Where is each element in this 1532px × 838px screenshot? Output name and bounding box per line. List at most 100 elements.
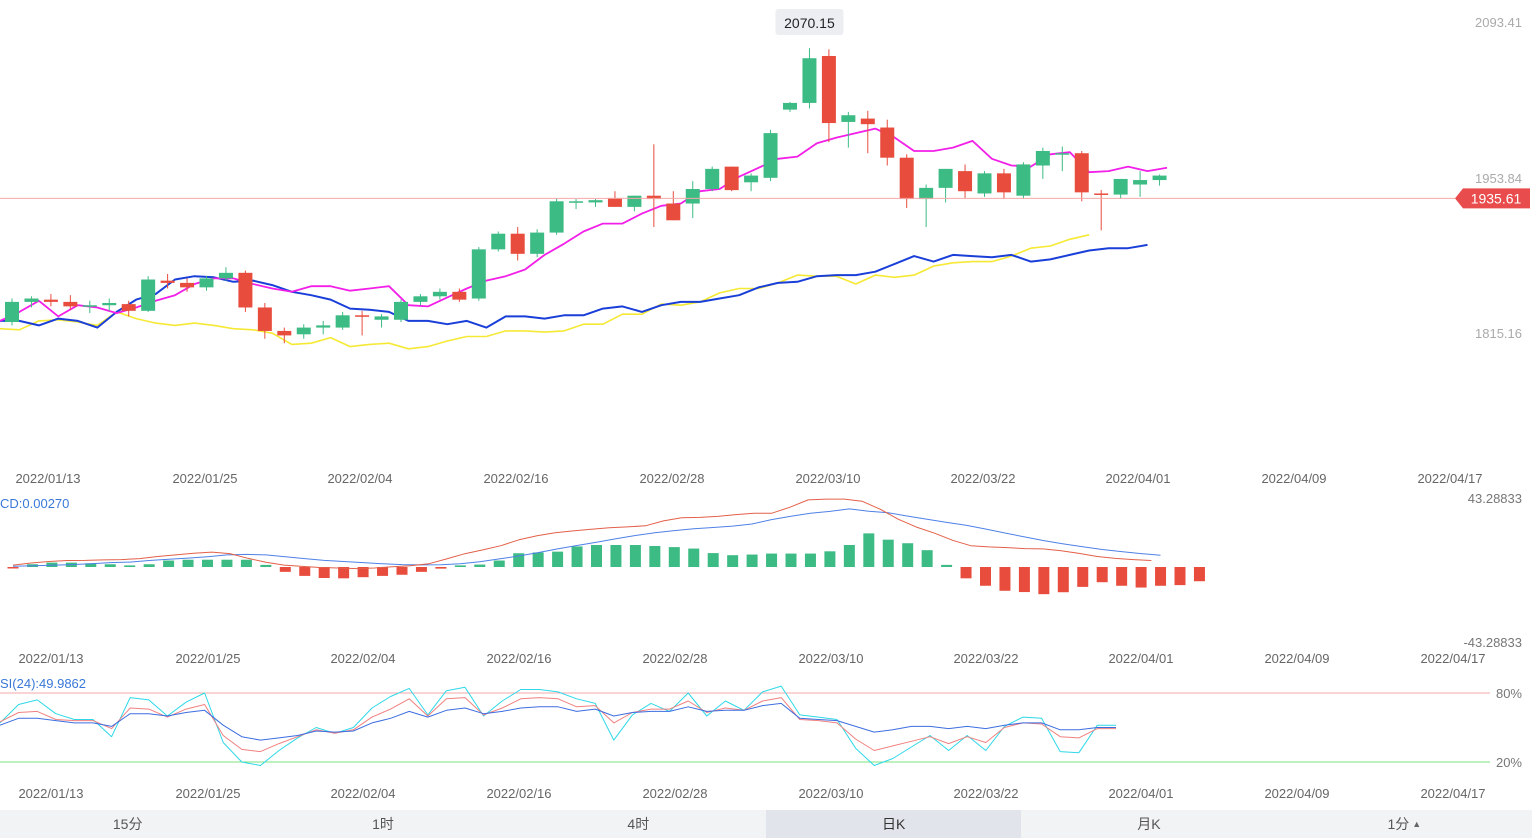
candle: [1074, 150, 1089, 202]
candle: [218, 267, 233, 281]
macd-x-tick-label: 2022/02/28: [642, 651, 707, 666]
tab-daily[interactable]: 日K: [765, 810, 1022, 838]
macd-hist-bar: [649, 545, 661, 567]
macd-hist-bar: [415, 567, 427, 572]
candle: [491, 231, 506, 252]
candle: [1152, 174, 1167, 186]
candle-body: [121, 304, 136, 311]
macd-hist-bar: [202, 559, 213, 567]
candle-body: [432, 291, 447, 297]
candle-body: [82, 305, 97, 307]
candle-body: [1133, 180, 1148, 185]
tab-15min[interactable]: 15分: [0, 810, 255, 838]
candle-body: [180, 282, 195, 288]
price-tick-label: 2093.41: [1475, 15, 1522, 30]
macd-hist-bar: [338, 567, 350, 579]
tab-label: 1时: [372, 816, 394, 832]
macd-hist-bar: [163, 560, 175, 567]
macd-top-label: 43.28833: [1468, 491, 1522, 506]
rsi-80-label: 80%: [1496, 686, 1522, 701]
macd-hist-bar: [1057, 567, 1069, 593]
macd-hist-bar: [1174, 567, 1186, 586]
macd-hist-bar: [824, 551, 836, 567]
candle-body: [24, 298, 39, 302]
main-x-tick-label: 2022/01/13: [15, 471, 80, 486]
candle: [394, 299, 408, 323]
candle-body: [1094, 193, 1109, 195]
macd-dif-line: [12, 498, 1152, 570]
candle-body: [452, 291, 467, 300]
rsi-x-tick-label: 2022/01/13: [18, 786, 83, 801]
candle-body: [238, 272, 253, 308]
candle-body: [996, 173, 1011, 193]
rsi-x-tick-label: 2022/02/28: [642, 786, 707, 801]
candle-body: [783, 102, 797, 110]
macd-hist-bar: [7, 567, 19, 569]
macd-hist-bar: [902, 543, 914, 567]
macd-hist-bar: [941, 564, 953, 567]
macd-hist-bar: [1077, 567, 1089, 587]
chart-svg[interactable]: 2093.41 1953.84 1815.16 1935.61 2070.15 2022/…: [0, 0, 1532, 810]
candle-body: [316, 325, 331, 328]
macd-hist-bar: [474, 564, 486, 567]
candle: [1133, 171, 1148, 197]
peak-label: 2070.15: [784, 15, 835, 31]
candle-body: [705, 168, 720, 189]
macd-hist-bar: [1116, 567, 1128, 586]
candle: [588, 199, 603, 207]
rsi-x-tick-label: 2022/03/22: [953, 786, 1018, 801]
candle-body: [938, 168, 953, 188]
macd-x-tick-label: 2022/04/17: [1420, 651, 1485, 666]
tab-4hour[interactable]: 4时: [511, 810, 766, 838]
macd-hist-bar: [104, 564, 116, 567]
candle: [880, 119, 895, 166]
candle: [335, 311, 350, 330]
candle: [1016, 162, 1031, 200]
candle: [238, 270, 253, 312]
candle: [316, 320, 331, 335]
candle-body: [491, 233, 506, 250]
macd-hist-bar: [921, 550, 933, 567]
candle-body: [1035, 150, 1050, 166]
candle-body: [958, 171, 973, 192]
rsi-x-tick-label: 2022/04/09: [1264, 786, 1329, 801]
macd-hist-bar: [1018, 567, 1030, 593]
macd-bottom-label: -43.28833: [1463, 635, 1522, 650]
tab-monthly[interactable]: 月K: [1021, 810, 1276, 838]
macd-x-tick-label: 2022/01/25: [175, 651, 240, 666]
candle: [5, 298, 19, 326]
rsi-x-tick-label: 2022/02/16: [486, 786, 551, 801]
tab-1hour[interactable]: 1时: [255, 810, 510, 838]
macd-hist-bar: [843, 545, 855, 567]
candle-body: [841, 115, 856, 122]
candle-body: [5, 301, 19, 323]
macd-hist-bar: [1038, 567, 1050, 595]
tab-label: 日K: [881, 816, 906, 832]
candle: [1035, 147, 1050, 179]
candle: [121, 300, 136, 317]
macd-hist-bar: [727, 555, 739, 567]
macd-hist-bar: [863, 533, 875, 567]
candle-body: [1152, 175, 1167, 181]
candle: [841, 111, 856, 148]
peak-label-bg: [775, 9, 844, 35]
rsi-x-tick-label: 2022/03/10: [798, 786, 863, 801]
candle: [530, 229, 545, 258]
macd-hist-bar: [1155, 567, 1167, 586]
candle-body: [627, 195, 642, 207]
candle-body: [296, 327, 311, 335]
macd-hist-bar: [532, 552, 544, 567]
main-x-tick-label: 2022/04/09: [1261, 471, 1326, 486]
candle-body: [899, 157, 914, 200]
main-x-tick-label: 2022/03/22: [950, 471, 1015, 486]
rsi-x-tick-label: 2022/02/04: [330, 786, 395, 801]
price-tick-label: 1953.84: [1475, 171, 1522, 186]
price-tick-label: 1815.16: [1475, 326, 1522, 341]
candle: [607, 191, 622, 207]
ma-magenta-line: [0, 127, 1168, 322]
macd-hist-bar: [377, 567, 389, 576]
candle: [996, 168, 1011, 200]
tab-1min-dropdown[interactable]: 1分 ▲: [1277, 810, 1532, 838]
candle-body: [394, 301, 408, 320]
